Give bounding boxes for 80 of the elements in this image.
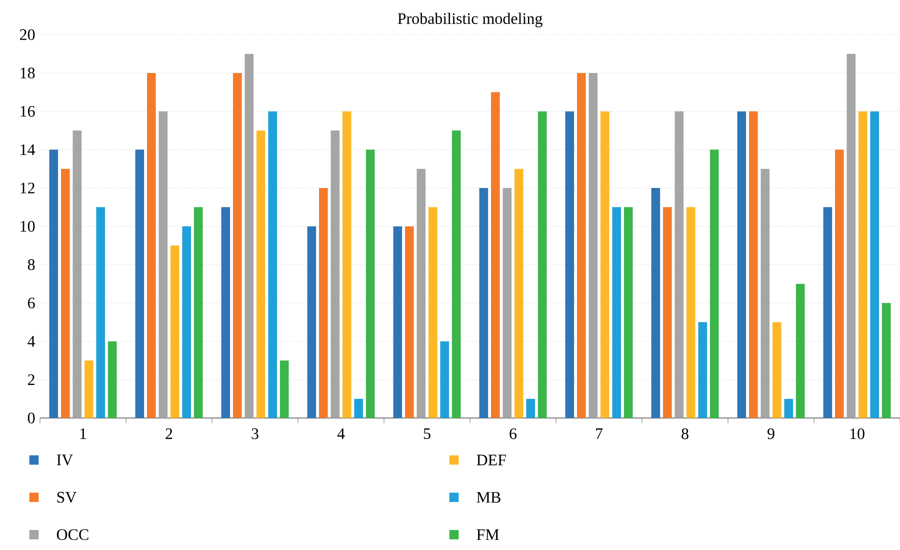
bar	[268, 111, 278, 418]
bar	[651, 188, 660, 418]
bar	[405, 226, 414, 418]
y-tick-label: 18	[20, 68, 35, 78]
bar	[737, 111, 746, 418]
bar	[307, 226, 316, 418]
bar	[479, 188, 488, 418]
bar	[686, 207, 696, 418]
bar	[330, 130, 340, 418]
bar	[612, 207, 622, 418]
bar	[710, 150, 719, 418]
bar	[182, 226, 192, 418]
legend-label: MB	[476, 492, 500, 503]
y-tick-label: 4	[28, 336, 36, 347]
bar	[233, 72, 242, 418]
bar	[135, 150, 144, 418]
bar	[600, 111, 610, 418]
bar	[698, 322, 708, 418]
bar	[835, 150, 844, 418]
x-tick-label: 4	[337, 428, 345, 439]
legend-label: OCC	[56, 529, 88, 540]
y-tick-label: 14	[20, 144, 36, 155]
bar	[882, 302, 891, 418]
bar	[221, 207, 230, 418]
bar	[663, 207, 672, 418]
bar	[846, 54, 856, 418]
chart-title: Probabilistic modeling	[398, 12, 542, 28]
y-tick-label: 8	[28, 259, 35, 270]
bar	[393, 226, 402, 418]
x-tick-label: 5	[424, 428, 430, 440]
bar	[84, 360, 94, 418]
bar	[256, 130, 266, 418]
bar	[784, 398, 794, 418]
bar	[354, 398, 364, 418]
bar	[194, 207, 203, 418]
bar	[514, 168, 524, 418]
legend-label: IV	[56, 454, 73, 466]
x-tick-label: 6	[510, 428, 517, 440]
bar	[452, 130, 461, 418]
y-tick-label: 0	[28, 412, 35, 424]
x-tick-label: 7	[596, 428, 603, 439]
y-tick-label: 10	[20, 220, 35, 232]
bar	[624, 207, 633, 418]
bar	[170, 246, 180, 418]
y-tick-label: 6	[28, 298, 35, 308]
bar	[858, 111, 868, 418]
x-tick-label: 10	[850, 428, 864, 440]
legend-label: DEF	[476, 454, 506, 466]
bar	[823, 207, 832, 418]
legend-label: SV	[57, 492, 77, 503]
y-tick-label: 20	[20, 29, 35, 40]
bar	[49, 150, 58, 418]
bar	[796, 284, 805, 418]
bar	[108, 341, 117, 418]
bar	[319, 188, 328, 418]
bar	[440, 341, 450, 418]
bar	[96, 207, 105, 418]
x-tick-label: 9	[768, 428, 774, 440]
y-tick-label: 12	[20, 182, 34, 194]
y-tick-label: 2	[28, 374, 34, 385]
y-tick-label: 16	[20, 106, 35, 117]
bar	[61, 168, 70, 418]
x-tick-label: 2	[166, 428, 172, 439]
bar	[428, 207, 438, 418]
bar	[147, 72, 156, 418]
x-tick-label: 8	[682, 428, 688, 440]
bar	[772, 322, 782, 418]
bar	[577, 72, 586, 418]
bar	[749, 111, 758, 418]
bar	[526, 398, 536, 418]
bar	[491, 92, 500, 418]
bar	[870, 111, 880, 418]
bar	[342, 111, 352, 418]
legend-label: FM	[476, 529, 499, 540]
bar	[538, 111, 547, 418]
x-tick-label: 3	[252, 428, 258, 440]
x-tick-label: 1	[80, 428, 86, 439]
bar	[280, 360, 289, 418]
bar	[366, 150, 375, 418]
bar	[565, 111, 574, 418]
